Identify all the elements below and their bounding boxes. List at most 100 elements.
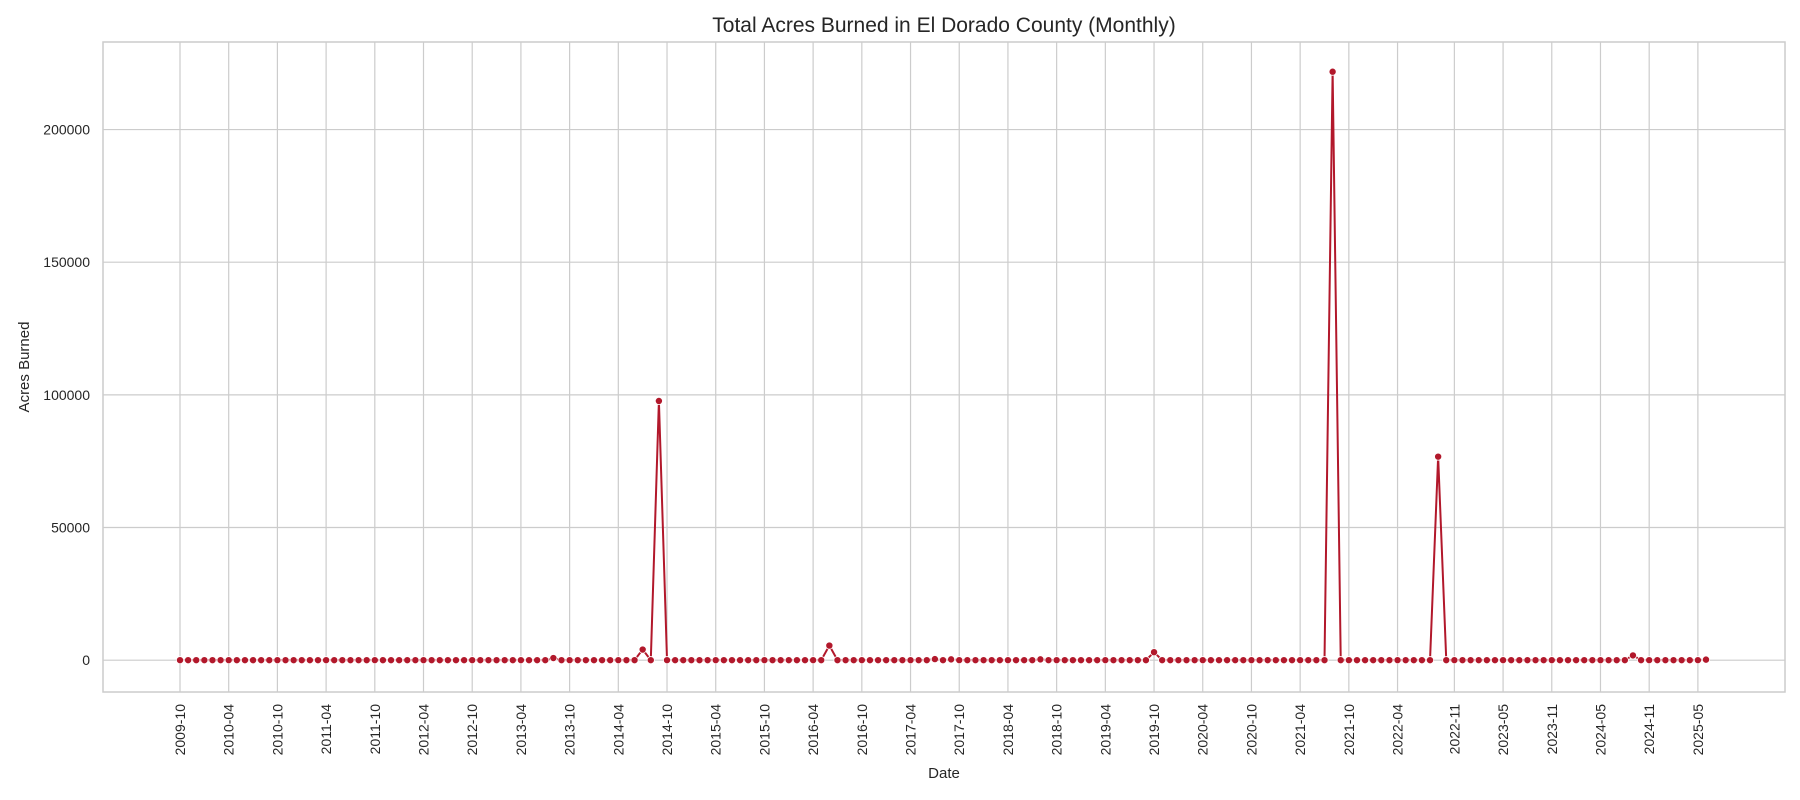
x-tick-label: 2013-10 bbox=[562, 704, 578, 756]
data-point: 2021-11: 0 bbox=[1352, 656, 1361, 665]
y-tick-label: 50000 bbox=[51, 520, 90, 536]
data-point: 2020-10: 0 bbox=[1247, 656, 1256, 665]
data-point: 2024-12: 0 bbox=[1653, 656, 1662, 665]
data-point: 2017-08: 0 bbox=[939, 656, 948, 665]
x-tick-label: 2015-04 bbox=[708, 704, 724, 756]
data-point: 2019-08: 0 bbox=[1133, 656, 1142, 665]
data-point: 2009-10: 0 bbox=[175, 656, 184, 665]
x-tick-label: 2019-10 bbox=[1146, 704, 1162, 756]
y-axis-label: Acres Burned bbox=[16, 322, 33, 413]
data-point: 2024-07: 0 bbox=[1612, 656, 1621, 665]
data-point: 2022-01: 0 bbox=[1369, 656, 1378, 665]
data-point: 2013-11: 0 bbox=[573, 656, 582, 665]
data-point: 2023-08: 0 bbox=[1523, 656, 1532, 665]
x-tick-label: 2025-05 bbox=[1690, 704, 1706, 756]
data-point: 2016-10: 0 bbox=[857, 656, 866, 665]
data-point: 2011-02: 0 bbox=[305, 656, 314, 665]
data-point: 2013-10: 0 bbox=[565, 656, 574, 665]
data-point: 2018-01: 0 bbox=[979, 656, 988, 665]
data-point: 2014-07: 4000 bbox=[638, 645, 647, 654]
x-tick-label: 2024-05 bbox=[1592, 704, 1608, 756]
data-point: 2011-12: 0 bbox=[387, 656, 396, 665]
x-tick-label: 2017-10 bbox=[951, 704, 967, 756]
data-point: 2019-05: 0 bbox=[1109, 656, 1118, 665]
data-point: 2023-03: 0 bbox=[1482, 656, 1491, 665]
data-point: 2023-05: 0 bbox=[1499, 656, 1508, 665]
data-point: 2016-08: 0 bbox=[841, 656, 850, 665]
data-point: 2018-03: 0 bbox=[995, 656, 1004, 665]
data-point: 2021-08: 221800 bbox=[1328, 67, 1337, 76]
x-tick-label: 2018-10 bbox=[1049, 704, 1065, 756]
data-point: 2018-10: 0 bbox=[1052, 656, 1061, 665]
data-point: 2015-06: 0 bbox=[727, 656, 736, 665]
data-point: 2012-10: 0 bbox=[468, 656, 477, 665]
data-point: 2021-09: 0 bbox=[1336, 656, 1345, 665]
data-point: 2018-06: 0 bbox=[1020, 656, 1029, 665]
data-point: 2017-04: 0 bbox=[906, 656, 915, 665]
data-point: 2014-04: 0 bbox=[614, 656, 623, 665]
x-tick-label: 2011-10 bbox=[367, 704, 383, 755]
data-point: 2023-06: 0 bbox=[1507, 656, 1516, 665]
data-point: 2019-06: 0 bbox=[1117, 656, 1126, 665]
data-point: 2012-06: 0 bbox=[435, 656, 444, 665]
data-point: 2022-03: 0 bbox=[1385, 656, 1394, 665]
data-point: 2013-04: 0 bbox=[516, 656, 525, 665]
data-point: 2017-09: 300 bbox=[947, 655, 956, 664]
data-point: 2014-10: 0 bbox=[663, 656, 672, 665]
data-point: 2020-04: 0 bbox=[1198, 656, 1207, 665]
data-point: 2011-04: 0 bbox=[322, 656, 331, 665]
data-point: 2022-02: 0 bbox=[1377, 656, 1386, 665]
data-point: 2020-12: 0 bbox=[1263, 656, 1272, 665]
data-point: 2024-03: 0 bbox=[1580, 656, 1589, 665]
data-point: 2022-06: 0 bbox=[1409, 656, 1418, 665]
data-point: 2016-12: 0 bbox=[874, 656, 883, 665]
data-point: 2016-07: 0 bbox=[833, 656, 842, 665]
data-point: 2013-01: 0 bbox=[492, 656, 501, 665]
data-point: 2013-05: 0 bbox=[525, 656, 534, 665]
data-point: 2016-09: 0 bbox=[849, 656, 858, 665]
data-point: 2017-05: 0 bbox=[914, 656, 923, 665]
data-point: 2015-08: 0 bbox=[744, 656, 753, 665]
data-point: 2024-01: 0 bbox=[1564, 656, 1573, 665]
data-point: 2025-04: 0 bbox=[1685, 656, 1694, 665]
data-point: 2014-09: 97700 bbox=[654, 396, 663, 405]
data-point: 2020-06: 0 bbox=[1214, 656, 1223, 665]
data-point: 2009-12: 0 bbox=[192, 656, 201, 665]
data-point: 2010-06: 0 bbox=[240, 656, 249, 665]
data-point: 2013-12: 0 bbox=[581, 656, 590, 665]
data-point: 2024-09: 1800 bbox=[1628, 651, 1637, 660]
data-point: 2010-04: 0 bbox=[224, 656, 233, 665]
data-point: 2020-02: 0 bbox=[1182, 656, 1191, 665]
x-tick-label: 2020-04 bbox=[1195, 704, 1211, 756]
x-tick-label: 2012-10 bbox=[464, 704, 480, 756]
x-tick-label: 2023-11 bbox=[1544, 704, 1560, 755]
data-point: 2021-10: 0 bbox=[1344, 656, 1353, 665]
data-point: 2018-04: 0 bbox=[1003, 656, 1012, 665]
x-axis-label: Date bbox=[928, 765, 960, 782]
data-point: 2012-07: 0 bbox=[443, 656, 452, 665]
data-point: 2015-05: 0 bbox=[719, 656, 728, 665]
data-point: 2012-02: 0 bbox=[403, 656, 412, 665]
data-point: 2019-01: 0 bbox=[1076, 656, 1085, 665]
data-point: 2013-02: 0 bbox=[500, 656, 509, 665]
data-point: 2016-03: 0 bbox=[801, 656, 810, 665]
data-point: 2017-02: 0 bbox=[890, 656, 899, 665]
y-tick-label: 200000 bbox=[43, 122, 90, 138]
data-point: 2012-09: 0 bbox=[460, 656, 469, 665]
data-point: 2012-12: 0 bbox=[484, 656, 493, 665]
data-point: 2019-10: 3000 bbox=[1150, 648, 1159, 657]
y-tick-label: 0 bbox=[82, 652, 90, 668]
data-point: 2015-02: 0 bbox=[695, 656, 704, 665]
data-point: 2019-02: 0 bbox=[1085, 656, 1094, 665]
data-point: 2017-10: 0 bbox=[955, 656, 964, 665]
data-point: 2018-12: 0 bbox=[1068, 656, 1077, 665]
data-point: 2013-09: 0 bbox=[557, 656, 566, 665]
data-point: 2012-11: 0 bbox=[476, 656, 485, 665]
data-point: 2011-07: 0 bbox=[346, 656, 355, 665]
x-tick-labels: 2009-10 2010-04 2010-10 2011-04 2011-10 2012-… bbox=[172, 704, 1706, 756]
data-point: 2020-11: 0 bbox=[1255, 656, 1264, 665]
data-point: 2014-01: 0 bbox=[589, 656, 598, 665]
x-tick-label: 2024-11 bbox=[1641, 704, 1657, 755]
data-point: 2012-08: 0 bbox=[451, 656, 460, 665]
data-point: 2019-03: 0 bbox=[1093, 656, 1102, 665]
